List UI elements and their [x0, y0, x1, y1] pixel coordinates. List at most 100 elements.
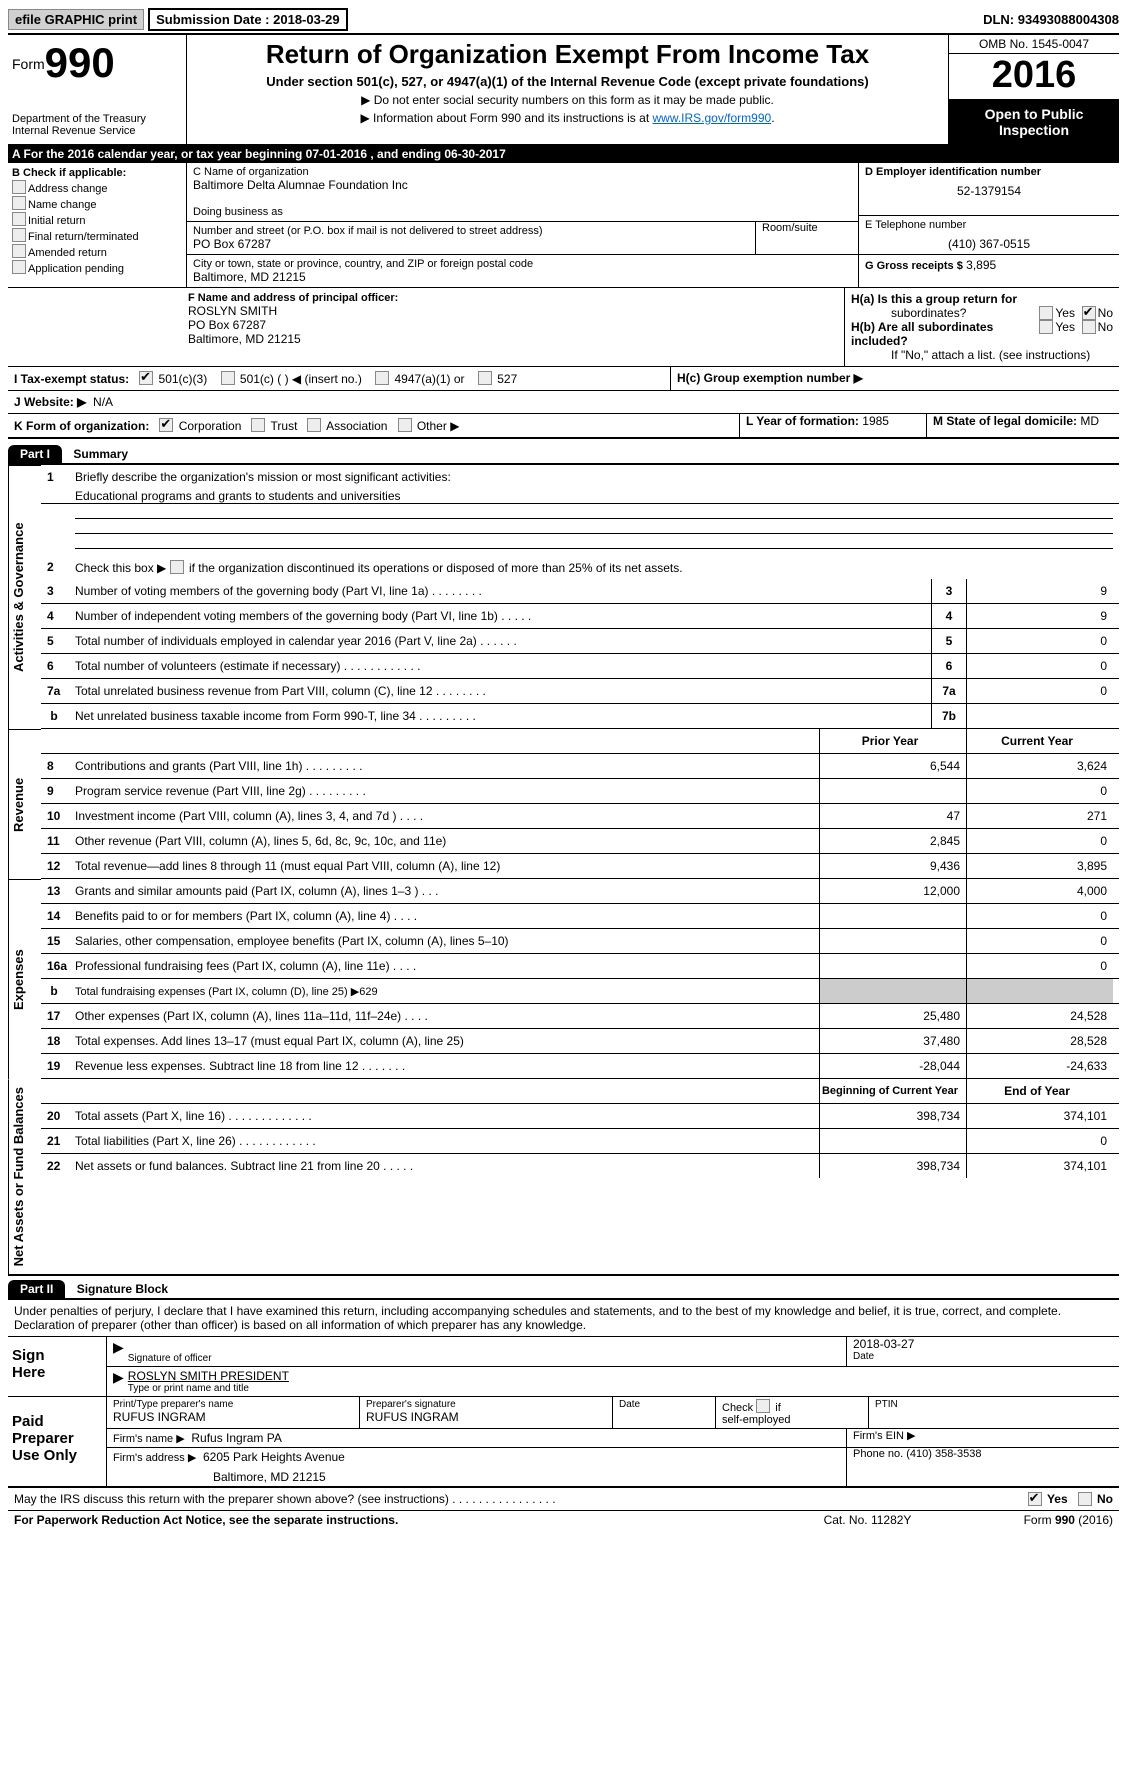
row-l-label: L Year of formation: — [746, 414, 859, 428]
form-subtitle: Under section 501(c), 527, or 4947(a)(1)… — [195, 74, 940, 89]
line-4-val: 9 — [966, 604, 1113, 628]
form-no-footer: Form 990 (2016) — [1024, 1513, 1113, 1527]
check-amended-return[interactable]: Amended return — [12, 244, 182, 259]
row-k-label: K Form of organization: — [14, 419, 149, 433]
line-11: 11Other revenue (Part VIII, column (A), … — [41, 829, 1119, 854]
part1-header-row: Part I Summary — [8, 439, 1119, 463]
header-right: OMB No. 1545-0047 2016 Open to Public In… — [948, 35, 1119, 144]
section-bcd: B Check if applicable: Address change Na… — [8, 163, 1119, 288]
part2-header-row: Part II Signature Block — [8, 1274, 1119, 1298]
org-name-label: C Name of organization — [193, 166, 852, 178]
efile-print-button[interactable]: efile GRAPHIC print — [8, 9, 144, 30]
check-address-change[interactable]: Address change — [12, 180, 182, 195]
line-15: 15Salaries, other compensation, employee… — [41, 929, 1119, 954]
line-2: 2 Check this box ▶ if the organization d… — [41, 555, 1119, 579]
open-to-public: Open to Public Inspection — [949, 100, 1119, 144]
row-m: M State of legal domicile: MD — [926, 414, 1113, 437]
discuss-yes: Yes — [1047, 1492, 1068, 1506]
check-trust[interactable] — [251, 418, 265, 432]
street-label: Number and street (or P.O. box if mail i… — [193, 225, 755, 237]
netassets-body: Net Assets or Fund Balances Beginning of… — [8, 1079, 1119, 1276]
hb-no: No — [1098, 320, 1113, 348]
row-l-value: 1985 — [862, 414, 889, 428]
section-c: C Name of organization Baltimore Delta A… — [187, 163, 858, 287]
line-10: 10Investment income (Part VIII, column (… — [41, 804, 1119, 829]
hb-no-check[interactable] — [1082, 320, 1096, 334]
ha-yes-check[interactable] — [1039, 306, 1053, 320]
irs-link[interactable]: www.IRS.gov/form990 — [652, 111, 771, 125]
ein-cell: D Employer identification number 52-1379… — [859, 163, 1119, 216]
officer-street: PO Box 67287 — [188, 318, 838, 332]
check-4947[interactable] — [375, 371, 389, 385]
line-2-check[interactable] — [170, 560, 184, 574]
ha-sub: subordinates? — [891, 306, 1039, 320]
line-5-txt: Total number of individuals employed in … — [75, 634, 931, 648]
bottom-footer: For Paperwork Reduction Act Notice, see … — [8, 1511, 1119, 1529]
check-final-return[interactable]: Final return/terminated — [12, 228, 182, 243]
section-b-label: B Check if applicable: — [12, 167, 182, 179]
opt-527: 527 — [497, 372, 517, 386]
hdr-eoy: End of Year — [966, 1079, 1113, 1103]
hdr-boy: Beginning of Current Year — [819, 1079, 966, 1103]
line-7b-val — [966, 704, 1113, 728]
firm-addr1: 6205 Park Heights Avenue — [203, 1450, 345, 1464]
row-a-tax-year: A For the 2016 calendar year, or tax yea… — [8, 145, 1119, 163]
preparer-label: PaidPreparerUse Only — [8, 1397, 107, 1486]
row-k: K Form of organization: Corporation Trus… — [8, 414, 1119, 439]
check-name-change[interactable]: Name change — [12, 196, 182, 211]
phone-value: (410) 367-0515 — [865, 237, 1113, 251]
part1-title: Summary — [73, 447, 128, 461]
check-527[interactable] — [478, 371, 492, 385]
check-other[interactable] — [398, 418, 412, 432]
ha-no-check[interactable] — [1082, 306, 1096, 320]
arrow-icon: ▶ — [113, 1339, 124, 1364]
line-18: 18Total expenses. Add lines 13–17 (must … — [41, 1029, 1119, 1054]
sig-name-row: ▶ ROSLYN SMITH PRESIDENT Type or print n… — [107, 1367, 1119, 1396]
self-employed-check[interactable] — [756, 1399, 770, 1413]
hb-yes: Yes — [1055, 320, 1075, 348]
section-d: D Employer identification number 52-1379… — [858, 163, 1119, 287]
discuss-yes-check[interactable] — [1028, 1492, 1042, 1506]
form-label: Form — [12, 56, 45, 72]
hb-row: H(b) Are all subordinates included? Yes … — [851, 320, 1113, 348]
omb-number: OMB No. 1545-0047 — [949, 35, 1119, 54]
prep-sig-label: Preparer's signature — [366, 1399, 606, 1410]
dept-treasury: Department of the Treasury — [12, 113, 182, 125]
open-line2: Inspection — [999, 122, 1069, 138]
check-corp[interactable] — [159, 418, 173, 432]
side-expenses: Expenses — [8, 879, 41, 1079]
line-7a: 7aTotal unrelated business revenue from … — [41, 679, 1119, 704]
expenses-body: Expenses 13Grants and similar amounts pa… — [8, 879, 1119, 1079]
gross-value: 3,895 — [966, 258, 996, 272]
part2-header: Part II — [8, 1280, 65, 1298]
arrow-icon: ▶ — [113, 1369, 124, 1394]
check-application-pending[interactable]: Application pending — [12, 260, 182, 275]
discuss-no-check[interactable] — [1078, 1492, 1092, 1506]
hdr-prior: Prior Year — [819, 729, 966, 753]
row-i: I Tax-exempt status: 501(c)(3) 501(c) ( … — [8, 367, 1119, 391]
check-assoc[interactable] — [307, 418, 321, 432]
dln-value: 93493088004308 — [1018, 12, 1119, 27]
phone-label: E Telephone number — [865, 219, 1113, 231]
line-2-num: 2 — [47, 560, 75, 574]
check-501c[interactable] — [221, 371, 235, 385]
revenue-body: Revenue Prior YearCurrent Year 8Contribu… — [8, 729, 1119, 879]
netassets-content: Beginning of Current YearEnd of Year 20T… — [41, 1079, 1119, 1274]
part1-header: Part I — [8, 445, 62, 463]
form-number: Form990 — [12, 39, 182, 87]
hb-label: H(b) Are all subordinates included? — [851, 320, 1039, 348]
submission-date-value: 2018-03-29 — [273, 12, 340, 27]
line-22: 22Net assets or fund balances. Subtract … — [41, 1154, 1119, 1178]
check-501c3[interactable] — [139, 371, 153, 385]
section-f-label: F Name and address of principal officer: — [188, 292, 838, 304]
section-h: H(a) Is this a group return for subordin… — [845, 288, 1119, 366]
paperwork-notice: For Paperwork Reduction Act Notice, see … — [14, 1513, 824, 1527]
hb-yes-check[interactable] — [1039, 320, 1053, 334]
officer-print-name: ROSLYN SMITH PRESIDENT — [128, 1369, 1113, 1383]
opt-other: Other ▶ — [417, 419, 460, 433]
ha-yes: Yes — [1055, 306, 1075, 320]
section-fh: F Name and address of principal officer:… — [8, 288, 1119, 367]
top-bar: efile GRAPHIC print Submission Date : 20… — [8, 8, 1119, 31]
sig-officer-label: Signature of officer — [128, 1353, 846, 1364]
check-initial-return[interactable]: Initial return — [12, 212, 182, 227]
